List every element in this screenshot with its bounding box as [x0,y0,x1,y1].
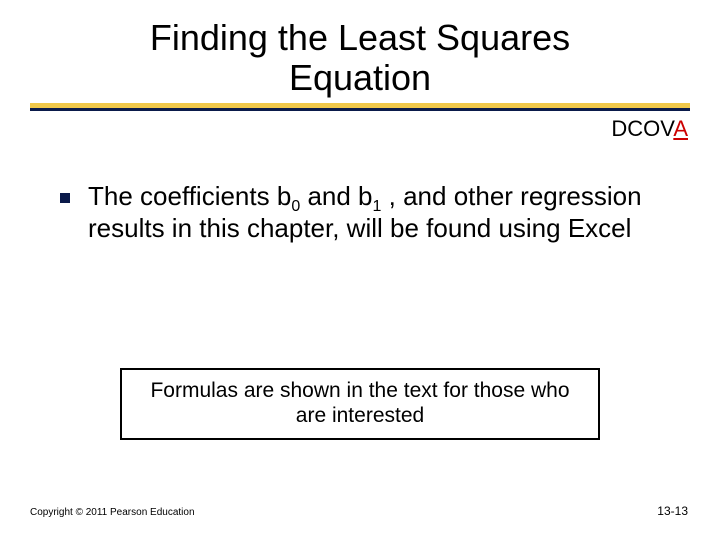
underline-navy [30,108,690,111]
bullet-text-pre: The coefficients b [88,181,291,211]
bullet-text-mid: and b [300,181,372,211]
bullet-item: The coefficients b0 and b1 , and other r… [60,181,672,244]
slide-title: Finding the Least Squares Equation [80,18,640,97]
square-bullet-icon [60,193,70,203]
slide: Finding the Least Squares Equation DCOVA… [0,0,720,540]
dcova-prefix: DCOV [611,116,673,141]
note-box: Formulas are shown in the text for those… [120,368,600,440]
bullet-text: The coefficients b0 and b1 , and other r… [88,181,672,244]
footer-copyright: Copyright © 2011 Pearson Education [30,507,195,518]
footer-page-number: 13-13 [657,504,688,518]
dcova-label: DCOVA [611,116,688,142]
title-underline [30,103,690,111]
dcova-suffix: A [673,116,688,141]
body-area: The coefficients b0 and b1 , and other r… [30,181,690,244]
note-text: Formulas are shown in the text for those… [134,378,586,428]
